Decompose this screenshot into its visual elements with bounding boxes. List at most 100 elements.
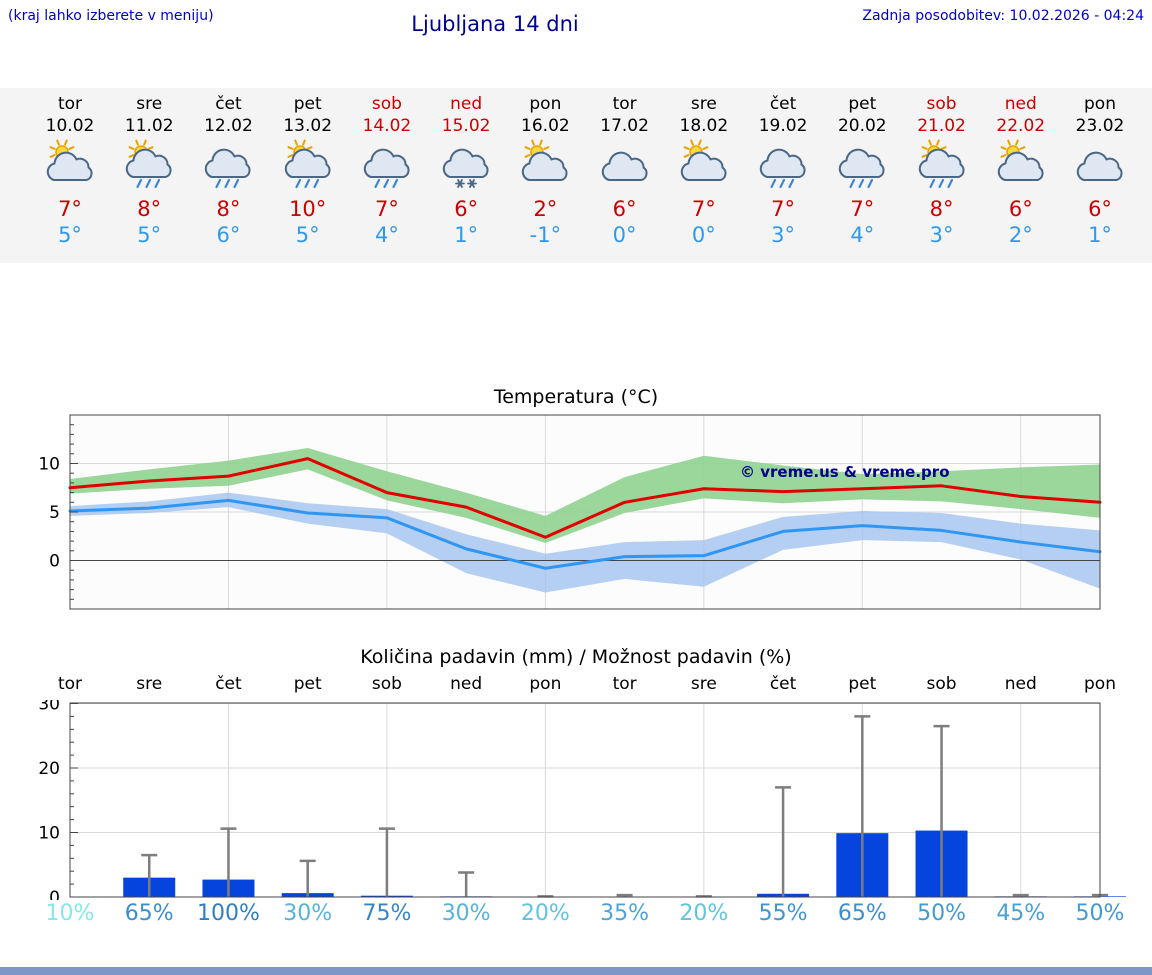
footer-bar [0,967,1152,975]
sun-cloud-rain-icon [903,139,981,193]
day-date: 21.02 [917,116,966,136]
precip-day-label: ned [1004,674,1037,694]
day-low-temp: 1° [454,223,479,247]
day-high-temp: 7° [58,197,82,221]
day-date: 15.02 [441,116,491,136]
precip-ytick: 20 [38,759,60,779]
precip-ytick: 30 [38,700,60,715]
precip-probability: 100% [197,901,260,926]
sun-cloud-icon [982,139,1060,193]
precip-day-labels: tor sre čet pet sob ned pon tor sre čet pet sob ned p… [0,674,1152,698]
day-low-temp: 2° [1008,223,1033,247]
day-cell-12.02[interactable]: čet 12.02 8° 6° [189,88,267,248]
day-cell-15.02[interactable]: ned 15.02 6° 1° [427,88,505,248]
temp-ytick: 0 [49,552,60,572]
day-name: ned [1004,94,1037,114]
day-name: pon [529,94,562,114]
day-low-temp: 0° [691,223,716,247]
day-cell-14.02[interactable]: sob 14.02 7° 4° [348,88,426,248]
day-high-temp: 6° [454,197,479,221]
day-low-temp: 3° [929,223,954,247]
precip-day-label: ned [450,674,483,694]
day-name: ned [450,94,483,114]
day-cell-19.02[interactable]: čet 19.02 7° 3° [744,88,822,248]
day-name: sob [926,94,957,114]
day-name: pet [293,94,322,114]
precip-probability: 75% [362,901,412,926]
day-date: 18.02 [679,116,729,136]
day-high-temp: 7° [374,197,399,221]
day-low-temp: 0° [612,223,637,247]
day-cell-10.02[interactable]: tor 10.02 7° 5° [31,88,109,248]
last-update: Zadnja posodobitev: 10.02.2026 - 04:24 [862,8,1144,24]
day-date: 13.02 [283,116,333,136]
day-date: 19.02 [758,116,808,136]
sun-cloud-rain-icon [110,139,188,193]
day-name: tor [57,94,83,114]
day-cell-23.02[interactable]: pon 23.02 6° 1° [1061,88,1139,248]
temp-chart: 0 5 10 © vreme.us & vreme.pro [0,413,1152,615]
precip-probability: 55% [758,901,808,926]
day-high-temp: 8° [216,197,241,221]
temp-ytick: 10 [38,455,60,475]
day-high-temp: 10° [289,197,327,221]
day-name: pet [848,94,877,114]
precip-probability: 50% [917,901,966,926]
day-high-temp: 7° [691,197,716,221]
day-cell-11.02[interactable]: sre 11.02 8° 5° [110,88,188,248]
day-cell-17.02[interactable]: tor 17.02 6° 0° [586,88,664,248]
day-name: sre [690,94,717,114]
day-name: čet [769,94,797,114]
precip-day-label: pet [848,674,877,694]
watermark-link[interactable]: © vreme.us & vreme.pro [740,463,950,481]
precip-day-label: tor [57,674,83,694]
precip-probability: 65% [837,901,887,926]
precip-probability: 20% [679,901,729,926]
precip-probability: 65% [124,901,174,926]
day-cell-18.02[interactable]: sre 18.02 7° 0° [665,88,743,248]
day-cell-22.02[interactable]: ned 22.02 6° 2° [982,88,1060,248]
precip-day-label: čet [215,674,242,694]
day-date: 22.02 [996,116,1046,136]
day-high-temp: 6° [1008,197,1033,221]
cloud-icon [1061,139,1139,193]
precip-day-label: pon [529,674,562,694]
sun-cloud-rain-icon [269,139,347,193]
cloud-icon [586,139,664,193]
precip-probability-labels: 10% 65% 100% 30% 75% 30% 20% 35% 20% 55% 65% 50% 45%… [0,901,1152,931]
day-cell-13.02[interactable]: pet 13.02 10° 5° [269,88,347,248]
day-low-temp: 6° [216,223,241,247]
day-high-temp: 8° [137,197,162,221]
sun-cloud-icon [506,139,584,193]
day-cell-16.02[interactable]: pon 16.02 2° -1° [506,88,584,248]
precip-probability: 35% [600,901,650,926]
cloud-rain-icon [348,139,426,193]
temp-chart-title: Temperatura (°C) [493,386,659,408]
precip-ytick: 0 [49,888,60,900]
precip-chart-title: Količina padavin (mm) / Možnost padavin … [360,646,792,668]
precip-day-label: čet [769,674,797,694]
day-date: 17.02 [600,116,649,136]
day-date: 20.02 [837,116,887,136]
day-date: 16.02 [521,116,570,136]
precip-probability: 50% [1075,901,1125,926]
day-name: čet [215,94,242,114]
day-cell-20.02[interactable]: pet 20.02 7° 4° [823,88,901,248]
precip-day-label: tor [612,674,637,694]
precip-day-label: sob [371,674,402,694]
day-low-temp: 4° [374,223,399,247]
day-date: 10.02 [45,116,95,136]
temp-chart-svg: 0 5 10 © vreme.us & vreme.pro [38,414,1102,610]
precip-chart: 0 10 20 30 [0,695,1152,908]
day-date: 12.02 [204,116,253,136]
day-high-temp: 2° [533,197,558,221]
menu-hint: (kraj lahko izberete v meniju) [8,8,214,24]
day-low-temp: 3° [771,223,795,247]
precip-day-label: sre [690,674,717,694]
precip-day-label: pet [293,674,322,694]
day-low-temp: 5° [58,223,82,247]
day-high-temp: 6° [1088,197,1112,221]
day-cell-21.02[interactable]: sob 21.02 8° 3° [903,88,981,248]
day-low-temp: 4° [850,223,875,247]
precip-probability: 10% [45,901,95,926]
